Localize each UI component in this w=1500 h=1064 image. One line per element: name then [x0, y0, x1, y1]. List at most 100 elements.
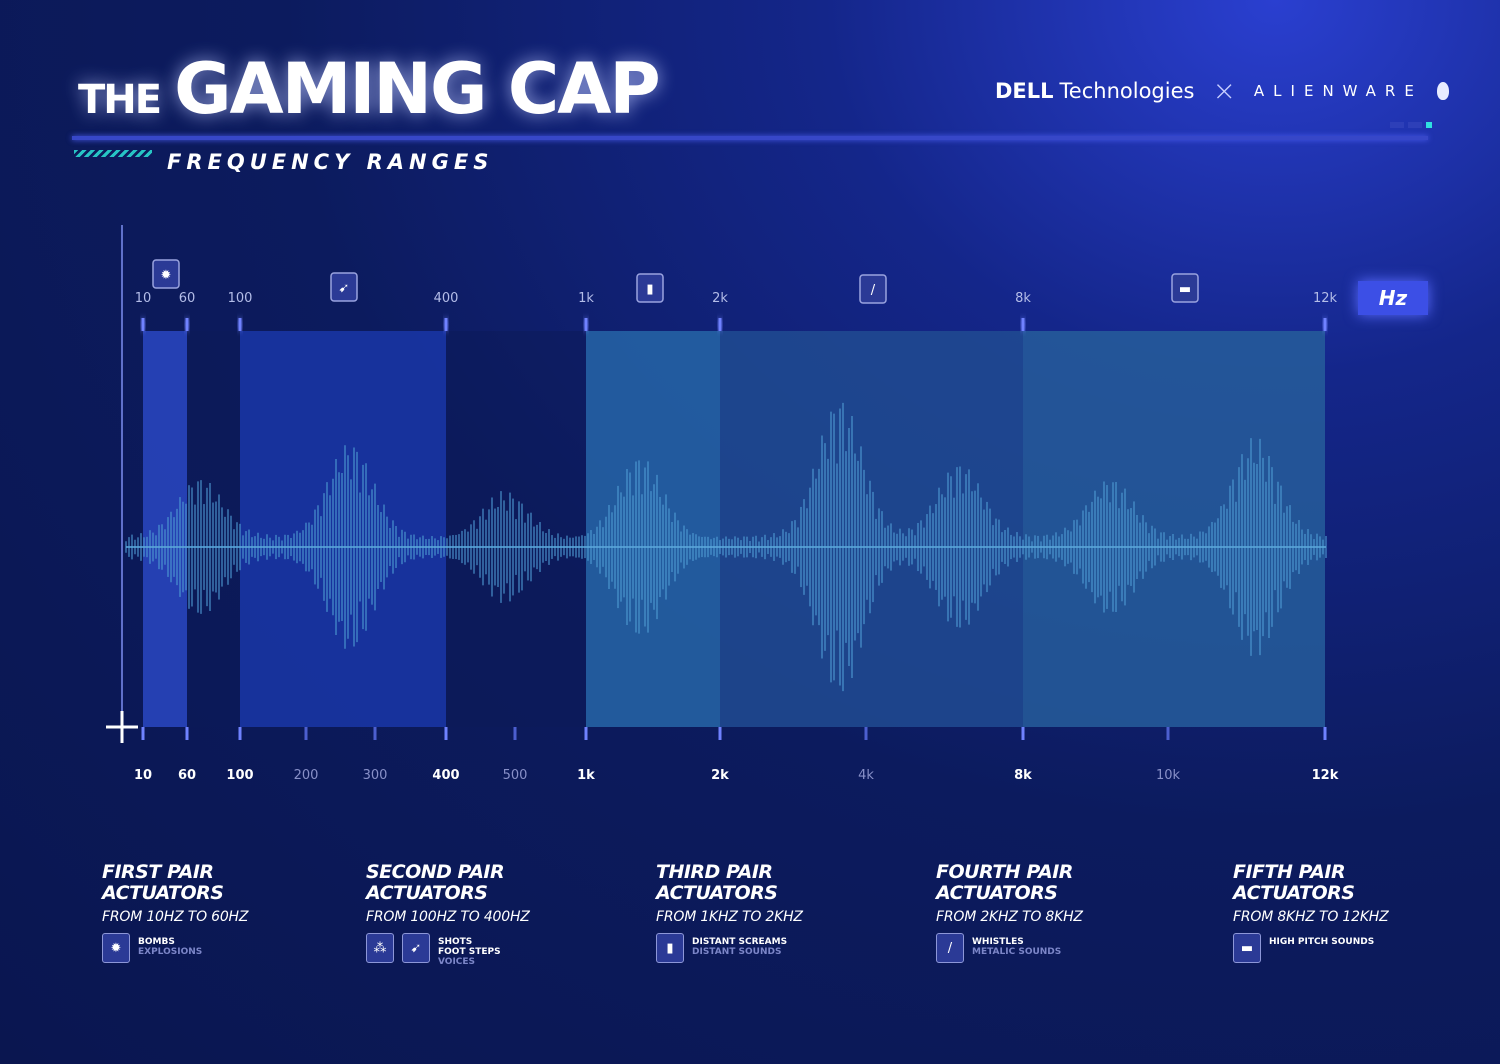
waveform-icon: [636, 273, 664, 303]
group-icons: ▬ HIGH PITCH SOUNDS: [1233, 933, 1433, 963]
technologies-wordmark: Technologies: [1059, 78, 1195, 103]
group-title-line-1: FIRST PAIR: [102, 861, 214, 883]
group-labels: HIGH PITCH SOUNDS: [1269, 933, 1374, 947]
bottom-tick-label: 500: [503, 768, 528, 783]
equalizer-icon-glyph: ▬: [1179, 282, 1191, 297]
bottom-tick-400: [444, 727, 448, 740]
group-range: FROM 1KHZ TO 2KHZ: [656, 909, 803, 925]
group-range: FROM 100HZ TO 400HZ: [366, 909, 530, 925]
top-tick-label: 400: [434, 291, 459, 306]
group-title: SECOND PAIR ACTUATORS: [366, 862, 566, 904]
bottom-tick-500: [513, 727, 517, 740]
band-2: [240, 331, 446, 727]
bottom-tick-label: 1k: [577, 768, 595, 783]
gun-icon-glyph: ➹: [339, 281, 350, 296]
top-tick-label: 8k: [1015, 291, 1031, 306]
group-label: HIGH PITCH SOUNDS: [1269, 937, 1375, 947]
group-dim-label: METALIC SOUNDS: [972, 947, 1062, 957]
bottom-tick-label: 8k: [1014, 768, 1032, 783]
bottom-tick-12k: [1323, 727, 1327, 740]
bottom-tick-label: 10k: [1156, 768, 1181, 783]
top-tick-label: 100: [228, 291, 253, 306]
group-range: FROM 8KHZ TO 12KHZ: [1233, 909, 1389, 925]
header-divider: [72, 136, 1428, 140]
grenade-icon: ✹: [102, 933, 130, 963]
page-title: THE GAMING CAP: [78, 48, 661, 130]
alien-head-icon: [1436, 81, 1449, 100]
group-title-line-1: FOURTH PAIR: [936, 861, 1073, 883]
top-tick-1k: [584, 318, 588, 331]
group-icons: ⁂ ➹ SHOTS FOOT STEPS VOICES: [366, 933, 566, 967]
grenade-icon-glyph: ✹: [161, 268, 172, 283]
group-dim-label: EXPLOSIONS: [138, 947, 203, 957]
top-tick-60: [185, 318, 189, 331]
group-dim-label: VOICES: [438, 957, 476, 967]
bottom-tick-label: 60: [178, 768, 196, 783]
top-tick-label: 12k: [1313, 291, 1338, 306]
group-labels: SHOTS FOOT STEPS VOICES: [438, 933, 501, 967]
square-accent: [1390, 122, 1432, 128]
bottom-tick-label: 100: [226, 768, 253, 783]
actuator-group: SECOND PAIR ACTUATORS FROM 100HZ TO 400HZ ⁂…: [366, 862, 566, 967]
actuator-groups: FIRST PAIR ACTUATORS FROM 10HZ TO 60HZ ✹ BOM…: [0, 862, 1500, 982]
footsteps-icon: ⁂: [366, 933, 394, 963]
band-3: [586, 331, 720, 727]
group-dim-label: DISTANT SOUNDS: [692, 947, 782, 957]
dell-logo: DELL: [995, 78, 1054, 103]
bottom-tick-10k: [1166, 727, 1170, 740]
whistle-icon: /: [936, 933, 964, 963]
waveform-icon: ▮: [656, 933, 684, 963]
group-title-line-2: ACTUATORS: [656, 882, 778, 904]
top-tick-label: 2k: [712, 291, 728, 306]
top-tick-100: [238, 318, 242, 331]
unit-badge: Hz: [1358, 281, 1428, 315]
top-tick-8k: [1021, 318, 1025, 331]
bottom-tick-label: 300: [363, 768, 388, 783]
whistle-icon: [859, 274, 887, 304]
group-title-line-2: ACTUATORS: [366, 882, 488, 904]
stripe-accent: [74, 150, 152, 157]
equalizer-icon: ▬: [1233, 933, 1261, 963]
group-label: SHOTS: [438, 937, 473, 947]
waveform-icon-glyph: ▮: [646, 282, 653, 297]
subtitle: FREQUENCY RANGES: [167, 150, 494, 174]
group-label: BOMBS: [138, 937, 175, 947]
group-title-line-1: SECOND PAIR: [366, 861, 505, 883]
top-tick-label: 60: [179, 291, 196, 306]
alienware-wordmark: ALIENWARE: [1253, 81, 1423, 100]
collab-x: ×: [1212, 74, 1236, 107]
gun-icon: [330, 272, 358, 302]
bottom-tick-10: [141, 727, 145, 740]
bottom-tick-60: [185, 727, 189, 740]
bottom-tick-label: 4k: [858, 768, 874, 783]
group-labels: BOMBS EXPLOSIONS: [138, 933, 202, 957]
top-tick-label: 10: [135, 291, 152, 306]
brand-lockup: DELL Technologies × ALIENWARE: [995, 74, 1449, 107]
group-title-line-2: ACTUATORS: [936, 882, 1058, 904]
bottom-tick-label: 10: [134, 768, 152, 783]
bottom-tick-1k: [584, 727, 588, 740]
group-title-line-2: ACTUATORS: [1233, 882, 1355, 904]
bottom-tick-label: 200: [294, 768, 319, 783]
group-title: FIFTH PAIR ACTUATORS: [1233, 862, 1433, 904]
bottom-tick-300: [373, 727, 377, 740]
bottom-tick-label: 2k: [711, 768, 729, 783]
group-title: FOURTH PAIR ACTUATORS: [936, 862, 1136, 904]
group-title-line-2: ACTUATORS: [102, 882, 224, 904]
bottom-tick-label: 400: [432, 768, 459, 783]
bottom-tick-8k: [1021, 727, 1025, 740]
top-tick-12k: [1323, 318, 1327, 331]
equalizer-icon: [1171, 273, 1199, 303]
gun-icon: ➹: [402, 933, 430, 963]
group-title-line-1: FIFTH PAIR: [1233, 861, 1346, 883]
top-tick-2k: [718, 318, 722, 331]
group-title-line-1: THIRD PAIR: [656, 861, 773, 883]
group-icons: ✹ BOMBS EXPLOSIONS: [102, 933, 302, 963]
title-main: GAMING CAP: [174, 48, 661, 130]
top-tick-400: [444, 318, 448, 331]
grenade-icon: [152, 259, 180, 289]
group-label: DISTANT SCREAMS: [692, 937, 788, 947]
group-icons: / WHISTLES METALIC SOUNDS: [936, 933, 1136, 963]
actuator-group: FOURTH PAIR ACTUATORS FROM 2KHZ TO 8KHZ / WH…: [936, 862, 1136, 963]
band-5: [1023, 331, 1325, 727]
